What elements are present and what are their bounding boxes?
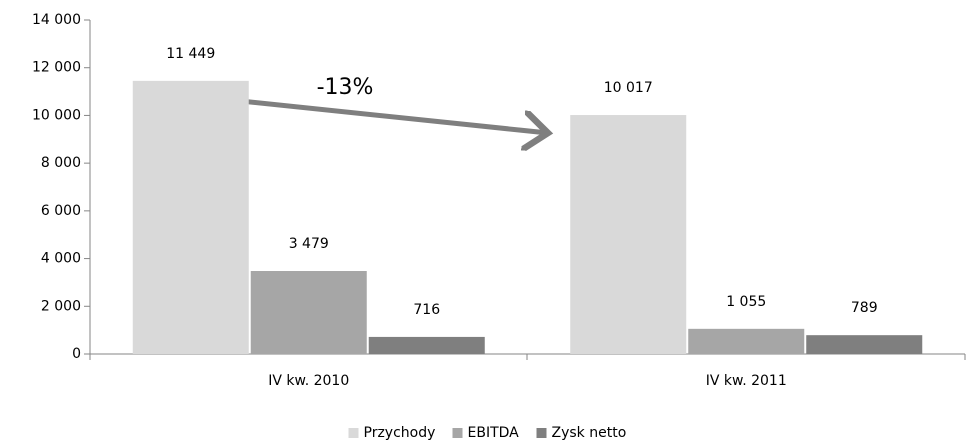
y-tick-label: 4 000 <box>41 251 81 267</box>
bar <box>688 328 805 354</box>
y-tick-label: 10 000 <box>32 107 81 123</box>
y-tick-label: 8 000 <box>41 155 81 171</box>
legend-label: Zysk netto <box>552 425 627 441</box>
data-label: 10 017 <box>604 80 653 96</box>
data-label: 11 449 <box>166 46 215 62</box>
x-tick-label: IV kw. 2011 <box>706 373 787 389</box>
y-tick-label: 2 000 <box>41 298 81 314</box>
bar <box>570 115 687 354</box>
bar <box>250 271 367 354</box>
bar <box>368 336 485 354</box>
bar <box>806 335 923 354</box>
data-label: 3 479 <box>289 236 329 252</box>
y-tick-label: 6 000 <box>41 203 81 219</box>
legend-label: EBITDA <box>468 425 520 441</box>
data-label: 789 <box>851 300 878 316</box>
data-label: 716 <box>413 302 440 318</box>
legend-swatch <box>536 428 547 438</box>
annotation: -13% <box>317 75 374 100</box>
bar <box>132 80 249 355</box>
y-tick-label: 14 000 <box>32 12 81 28</box>
legend-label: Przychody <box>364 425 436 441</box>
x-tick-label: IV kw. 2010 <box>268 373 349 389</box>
y-tick-label: 0 <box>72 346 81 362</box>
legend-swatch <box>348 428 359 438</box>
data-label: 1 055 <box>726 294 766 310</box>
legend-swatch <box>452 428 463 438</box>
y-tick-label: 12 000 <box>32 60 81 76</box>
